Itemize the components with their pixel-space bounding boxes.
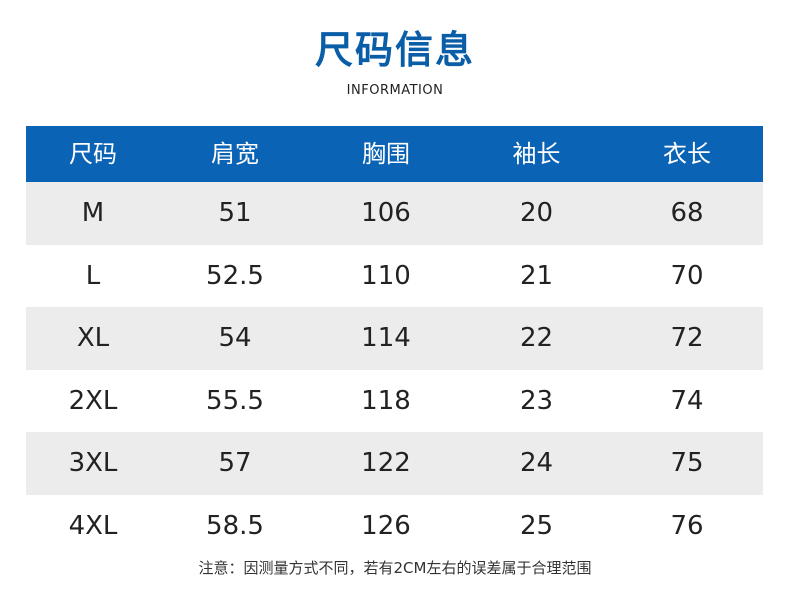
header-chest: 胸围: [362, 140, 410, 168]
cell-size: 3XL: [68, 448, 118, 479]
cell-shoulder: 54: [218, 323, 252, 354]
cell-sleeve: 24: [519, 448, 554, 479]
cell-length: 72: [670, 323, 704, 354]
page-subtitle: INFORMATION: [346, 83, 444, 98]
cell-size: 2XL: [68, 385, 118, 416]
header-shoulder: 肩宽: [211, 140, 259, 168]
cell-shoulder: 57: [218, 448, 252, 479]
table-row: XL 54 114 22 72: [26, 307, 763, 370]
header-size: 尺码: [69, 140, 117, 168]
table-row: 2XL 55.5 118 23 74: [26, 370, 763, 433]
cell-chest: 106: [361, 198, 411, 229]
cell-size: M: [81, 198, 105, 229]
measurement-note: 注意：因测量方式不同，若有2CM左右的误差属于合理范围: [198, 559, 592, 577]
cell-chest: 118: [361, 385, 411, 416]
cell-length: 76: [670, 510, 704, 541]
table-row: 4XL 58.5 126 25 76: [26, 495, 763, 558]
cell-length: 70: [670, 260, 704, 291]
table-row: L 52.5 110 21 70: [26, 245, 763, 308]
cell-sleeve: 20: [519, 198, 554, 229]
cell-chest: 126: [361, 510, 411, 541]
header-sleeve: 袖长: [512, 140, 561, 168]
cell-shoulder: 58.5: [206, 510, 264, 541]
cell-size: XL: [76, 323, 110, 354]
size-table: 尺码 肩宽 胸围 袖长 衣长 M 51 106 20 68 L 52.5 110…: [26, 126, 763, 557]
cell-shoulder: 55.5: [206, 385, 264, 416]
cell-length: 74: [670, 385, 704, 416]
cell-chest: 122: [361, 448, 411, 479]
table-row: M 51 106 20 68: [26, 182, 763, 245]
table-row: 3XL 57 122 24 75: [26, 432, 763, 495]
cell-shoulder: 52.5: [206, 260, 264, 291]
cell-sleeve: 22: [519, 323, 554, 354]
cell-length: 68: [670, 198, 704, 229]
cell-size: L: [85, 260, 101, 291]
cell-sleeve: 23: [519, 385, 554, 416]
header-length: 衣长: [663, 140, 711, 168]
cell-size: 4XL: [68, 510, 118, 541]
cell-chest: 110: [361, 260, 411, 291]
cell-sleeve: 25: [519, 510, 554, 541]
cell-chest: 114: [361, 323, 411, 354]
cell-length: 75: [670, 448, 704, 479]
cell-shoulder: 51: [218, 198, 252, 229]
page-title: 尺码信息: [314, 28, 475, 72]
table-header-row: 尺码 肩宽 胸围 袖长 衣长: [26, 126, 763, 182]
cell-sleeve: 21: [519, 260, 554, 291]
